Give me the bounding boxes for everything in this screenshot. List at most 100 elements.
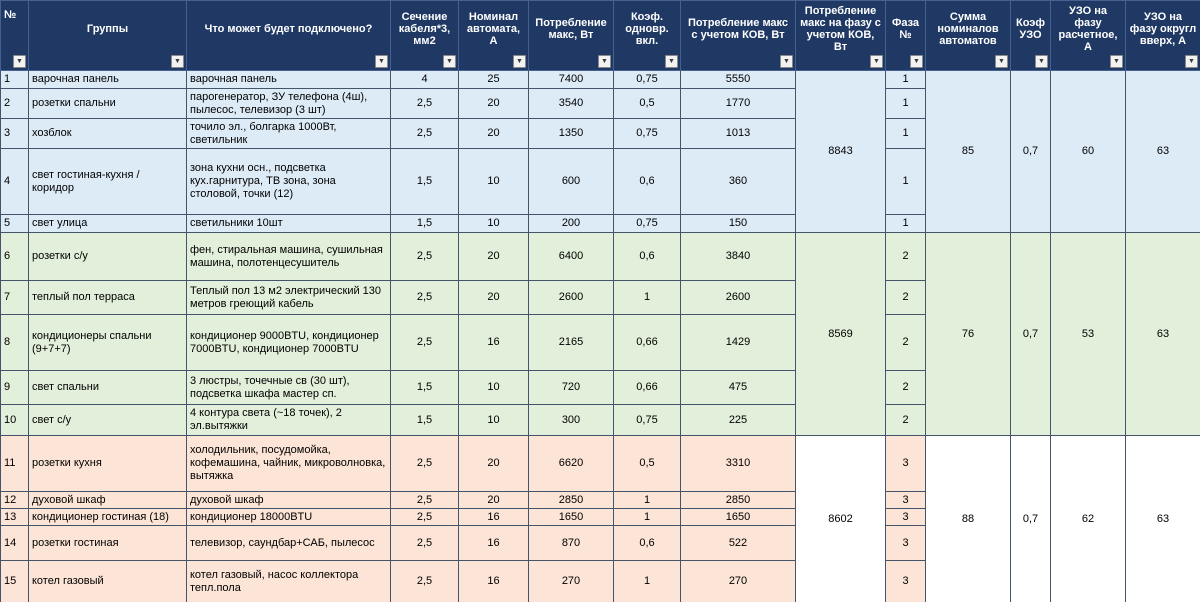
cell-coef[interactable]: 0,6: [613, 525, 681, 561]
cell-power-max[interactable]: 3540: [528, 88, 614, 119]
cell-breaker-rating[interactable]: 16: [458, 314, 529, 371]
cell-rcd-round[interactable]: 63: [1125, 232, 1200, 436]
cell-group[interactable]: свет улица: [28, 214, 187, 233]
cell-connected[interactable]: точило эл., болгарка 1000Вт, светильник: [186, 118, 391, 149]
cell-group[interactable]: свет гостиная-кухня / коридор: [28, 148, 187, 215]
cell-group[interactable]: кондиционер гостиная (18): [28, 508, 187, 526]
cell-phase[interactable]: 3: [885, 560, 926, 602]
cell-coef[interactable]: 0,75: [613, 214, 681, 233]
filter-dropdown-icon[interactable]: ▼: [1185, 55, 1198, 68]
cell-power-kov[interactable]: 5550: [680, 70, 796, 89]
cell-cable-section[interactable]: 2,5: [390, 508, 459, 526]
cell-phase[interactable]: 1: [885, 214, 926, 233]
cell-rcd-calc[interactable]: 62: [1050, 435, 1126, 602]
cell-phase[interactable]: 1: [885, 148, 926, 215]
cell-phase[interactable]: 3: [885, 435, 926, 492]
cell-coef[interactable]: 1: [613, 508, 681, 526]
cell-power-max[interactable]: 200: [528, 214, 614, 233]
cell-connected[interactable]: кондиционер 9000BTU, кондиционер 7000BTU…: [186, 314, 391, 371]
col-header-groups[interactable]: Группы ▼: [28, 0, 187, 71]
cell-cable-section[interactable]: 2,5: [390, 435, 459, 492]
cell-cable-section[interactable]: 2,5: [390, 314, 459, 371]
cell-cable-section[interactable]: 2,5: [390, 491, 459, 509]
cell-phase-power-sum[interactable]: 8569: [795, 232, 886, 436]
col-header-power-max[interactable]: Потребление макс, Вт ▼: [528, 0, 614, 71]
cell-power-max[interactable]: 720: [528, 370, 614, 405]
cell-coef[interactable]: 0,6: [613, 148, 681, 215]
col-header-rcd-calc[interactable]: УЗО на фазу расчетное, А ▼: [1050, 0, 1126, 71]
col-header-num[interactable]: № ▼: [0, 0, 29, 71]
filter-dropdown-icon[interactable]: ▼: [995, 55, 1008, 68]
filter-dropdown-icon[interactable]: ▼: [513, 55, 526, 68]
cell-power-kov[interactable]: 3840: [680, 232, 796, 281]
cell-cable-section[interactable]: 1,5: [390, 214, 459, 233]
cell-cable-section[interactable]: 1,5: [390, 370, 459, 405]
cell-coef[interactable]: 0,75: [613, 404, 681, 436]
cell-num[interactable]: 12: [0, 491, 29, 509]
cell-phase[interactable]: 1: [885, 88, 926, 119]
cell-phase[interactable]: 1: [885, 70, 926, 89]
cell-coef[interactable]: 0,5: [613, 88, 681, 119]
cell-group[interactable]: духовой шкаф: [28, 491, 187, 509]
col-header-phase-power[interactable]: Потребление макс на фазу с учетом КОВ, В…: [795, 0, 886, 71]
cell-cable-section[interactable]: 1,5: [390, 148, 459, 215]
cell-group[interactable]: свет спальни: [28, 370, 187, 405]
col-header-power-kov[interactable]: Потребление макс с учетом КОВ, Вт ▼: [680, 0, 796, 71]
col-header-phase-number[interactable]: Фаза № ▼: [885, 0, 926, 71]
cell-group[interactable]: розетки с/у: [28, 232, 187, 281]
cell-phase[interactable]: 3: [885, 491, 926, 509]
cell-num[interactable]: 15: [0, 560, 29, 602]
cell-power-kov[interactable]: 2850: [680, 491, 796, 509]
filter-dropdown-icon[interactable]: ▼: [870, 55, 883, 68]
cell-rcd-coef[interactable]: 0,7: [1010, 435, 1051, 602]
cell-breaker-rating[interactable]: 10: [458, 148, 529, 215]
cell-power-max[interactable]: 600: [528, 148, 614, 215]
cell-connected[interactable]: Теплый пол 13 м2 электрический 130 метро…: [186, 280, 391, 315]
cell-breaker-sum[interactable]: 85: [925, 70, 1011, 233]
cell-phase[interactable]: 2: [885, 232, 926, 281]
cell-power-max[interactable]: 870: [528, 525, 614, 561]
cell-connected[interactable]: 4 контура света (~18 точек), 2 эл.вытяжк…: [186, 404, 391, 436]
cell-num[interactable]: 3: [0, 118, 29, 149]
cell-power-kov[interactable]: 3310: [680, 435, 796, 492]
cell-breaker-rating[interactable]: 20: [458, 435, 529, 492]
cell-rcd-calc[interactable]: 53: [1050, 232, 1126, 436]
cell-connected[interactable]: варочная панель: [186, 70, 391, 89]
cell-breaker-rating[interactable]: 16: [458, 525, 529, 561]
cell-connected[interactable]: телевизор, саундбар+САБ, пылесос: [186, 525, 391, 561]
cell-power-max[interactable]: 1350: [528, 118, 614, 149]
cell-power-kov[interactable]: 150: [680, 214, 796, 233]
cell-connected[interactable]: духовой шкаф: [186, 491, 391, 509]
cell-breaker-rating[interactable]: 10: [458, 370, 529, 405]
cell-power-kov[interactable]: 1013: [680, 118, 796, 149]
cell-phase-power-sum[interactable]: 8843: [795, 70, 886, 233]
cell-num[interactable]: 6: [0, 232, 29, 281]
cell-group[interactable]: свет с/у: [28, 404, 187, 436]
cell-phase[interactable]: 3: [885, 525, 926, 561]
cell-power-kov[interactable]: 2600: [680, 280, 796, 315]
cell-power-kov[interactable]: 1770: [680, 88, 796, 119]
cell-power-kov[interactable]: 270: [680, 560, 796, 602]
cell-cable-section[interactable]: 1,5: [390, 404, 459, 436]
cell-num[interactable]: 11: [0, 435, 29, 492]
col-header-cable-section[interactable]: Сечение кабеля*3, мм2 ▼: [390, 0, 459, 71]
cell-power-kov[interactable]: 1650: [680, 508, 796, 526]
cell-num[interactable]: 5: [0, 214, 29, 233]
filter-dropdown-icon[interactable]: ▼: [1035, 55, 1048, 68]
cell-breaker-rating[interactable]: 20: [458, 491, 529, 509]
cell-breaker-rating[interactable]: 20: [458, 88, 529, 119]
cell-connected[interactable]: фен, стиральная машина, сушильная машина…: [186, 232, 391, 281]
cell-connected[interactable]: кондиционер 18000BTU: [186, 508, 391, 526]
cell-power-max[interactable]: 270: [528, 560, 614, 602]
cell-cable-section[interactable]: 2,5: [390, 232, 459, 281]
cell-group[interactable]: розетки спальни: [28, 88, 187, 119]
cell-coef[interactable]: 1: [613, 560, 681, 602]
cell-rcd-round[interactable]: 63: [1125, 70, 1200, 233]
cell-power-kov[interactable]: 360: [680, 148, 796, 215]
filter-dropdown-icon[interactable]: ▼: [780, 55, 793, 68]
cell-cable-section[interactable]: 2,5: [390, 560, 459, 602]
cell-coef[interactable]: 0,6: [613, 232, 681, 281]
filter-dropdown-icon[interactable]: ▼: [443, 55, 456, 68]
cell-breaker-sum[interactable]: 88: [925, 435, 1011, 602]
cell-breaker-rating[interactable]: 20: [458, 280, 529, 315]
